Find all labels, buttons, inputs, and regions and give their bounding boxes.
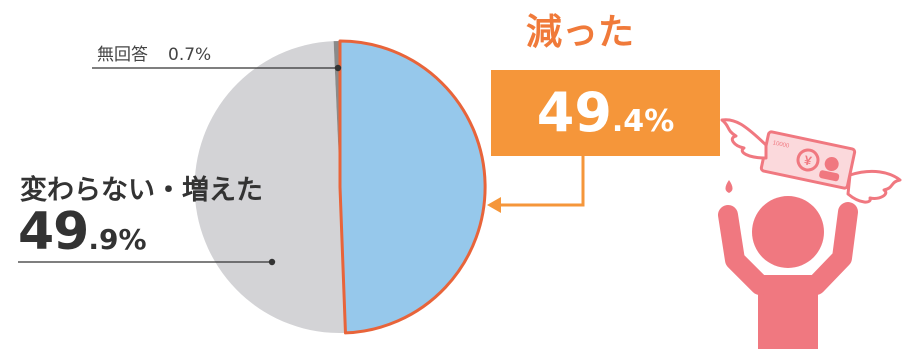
slice-decreased (338, 39, 487, 335)
person-left-arm (718, 205, 770, 295)
slice-same-or-increased (194, 41, 346, 334)
slice-no-answer (333, 40, 340, 187)
no-answer-leader-dot (334, 64, 342, 72)
same-or-increased-leader-dot (268, 258, 276, 266)
no-answer-label: 無回答 0.7% (97, 45, 212, 65)
callout-arrowhead (487, 197, 501, 213)
sweat-drop-left (725, 180, 733, 193)
banknote-icon: ¥ 10000 (759, 130, 857, 190)
leader-lines (18, 64, 342, 266)
svg-text:¥: ¥ (803, 152, 814, 168)
person-head (752, 196, 824, 268)
decreased-value-box: 49.4% (491, 70, 720, 156)
callout-arrow (497, 156, 585, 207)
wing-right-icon (846, 169, 902, 204)
decreased-label: 減った (526, 12, 635, 53)
wing-left-icon (720, 118, 768, 160)
same-or-increased-value: 49.9% (18, 202, 147, 262)
svg-text:10000: 10000 (772, 140, 790, 149)
person-right-arm (806, 202, 858, 295)
same-or-increased-label: 変わらない・増えた (20, 175, 263, 206)
worried-person-flying-money-icon: ¥ 10000 (718, 118, 902, 349)
